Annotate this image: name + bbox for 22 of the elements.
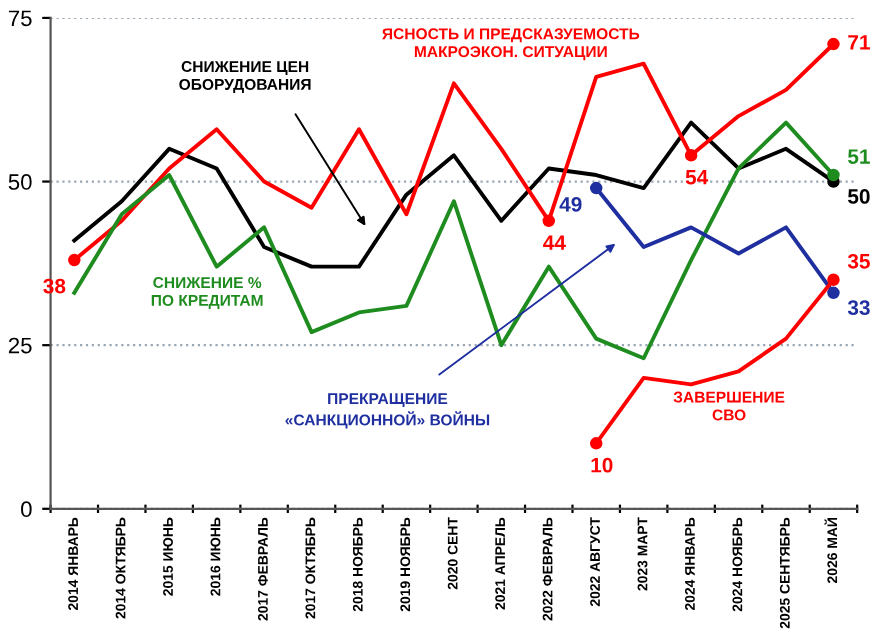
data-label: 49 [559,196,582,212]
point [68,253,81,267]
point [827,286,840,300]
data-label: 10 [591,457,613,473]
data-label: 35 [847,253,870,269]
data-label: 33 [847,300,870,316]
point [542,214,556,228]
y-tick-label: 0 [21,501,32,518]
y-tick-label: 25 [8,337,32,354]
data-label: 50 [847,189,870,204]
data-label: 54 [685,170,709,185]
point [827,168,840,182]
data-label: 71 [848,35,870,50]
y-tick-label: 75 [8,10,32,27]
point [827,273,840,286]
data-label: 44 [543,235,566,250]
point [827,37,840,51]
point [589,181,603,195]
point [684,149,698,162]
y-tick-label: 50 [8,174,32,190]
data-label: 51 [847,149,870,164]
point [589,437,603,450]
